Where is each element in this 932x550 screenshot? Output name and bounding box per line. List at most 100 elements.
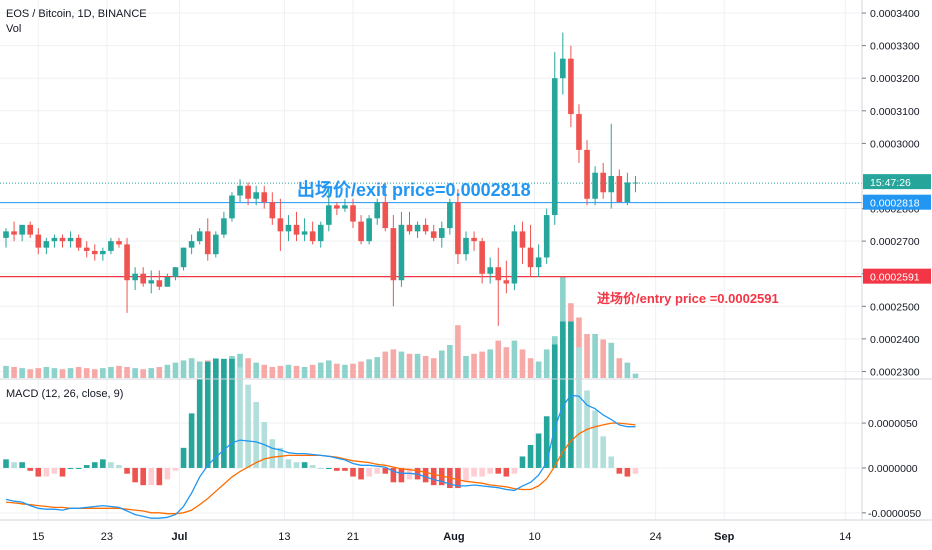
volume-bar [51,368,58,378]
volume-bar [277,365,284,378]
candle-body [342,205,348,209]
volume-bar [455,325,461,378]
macd-histogram-bar [148,467,155,486]
macd-histogram-bar [237,367,243,468]
candle-body [237,185,243,196]
macd-histogram-bar [358,467,364,480]
candle-body [463,237,469,255]
volume-bar [326,360,332,378]
volume-bar [592,334,598,378]
entry-price-tag: 0.0002591 [870,272,920,284]
volume-bar [422,356,429,378]
macd-histogram-bar [27,467,34,471]
candle-body [608,175,615,193]
candle-body [132,273,138,281]
candle-body [148,280,155,284]
macd-histogram-bar [213,358,219,468]
macd-pane [3,321,639,519]
volume-bar [438,350,445,378]
volume-bar [317,362,324,378]
price-tick-label: 0.0002500 [870,301,920,313]
candle-body [430,231,437,238]
candle-body [535,257,542,268]
candle-body [261,192,268,203]
volume-bar [463,356,469,378]
volume-bar [245,358,251,378]
entry-price-annotation: 进场价/entry price =0.0002591 [597,291,779,306]
price-tick-label: 0.0002300 [870,366,920,378]
macd-tick-label: -0.0000050 [868,508,921,520]
macd-line [5,394,636,519]
candle-body [196,231,203,242]
macd-histogram-bar [100,459,106,468]
candle-body [108,241,114,251]
volume-bar [608,342,615,378]
candle-body [495,267,502,281]
time-tick-label: Jul [172,531,188,543]
macd-histogram-bar [108,462,114,468]
volume-bar [632,373,639,378]
macd-histogram-bar [172,467,179,471]
macd-histogram-bar [180,447,187,468]
candle-body [527,247,534,268]
candle-body [51,237,58,242]
volume-bar [350,363,356,378]
candle-body [140,273,146,284]
candle-body [592,172,598,199]
candle-body [188,241,195,248]
macd-histogram-bar [309,465,316,468]
grid-lines [0,0,862,520]
volume-bar [301,367,308,378]
price-tick-label: 0.0002700 [870,236,920,248]
macd-histogram-bar [479,467,485,477]
macd-histogram-bar [91,462,98,468]
macd-histogram-bar [624,467,631,477]
time-tick-label: 24 [650,531,662,543]
candle-body [172,267,179,277]
macd-histogram-bar [204,361,211,468]
volume-bars [3,276,639,378]
candle-body [374,202,381,219]
volume-bar [543,349,550,378]
volume-bar [487,349,493,378]
candle-body [3,231,9,238]
volume-bar [261,364,268,378]
macd-histogram-bar [527,444,534,468]
macd-tick-label: 0.0000000 [868,463,918,475]
time-tick-label: 13 [278,531,290,543]
macd-histogram-bar [398,467,405,483]
macd-histogram-bar [11,462,17,468]
macd-histogram-bar [592,410,598,468]
candle-body [350,205,356,222]
macd-histogram-bar [164,467,171,480]
volume-bar [27,369,34,378]
candle-body [293,224,300,235]
macd-histogram-bar [503,467,510,477]
candle-body [204,231,211,255]
volume-bar [495,340,502,378]
time-tick-label: 23 [101,531,113,543]
candle-body [269,202,276,219]
macd-histogram-bar [67,467,74,469]
macd-histogram-bar [3,459,9,468]
volume-bar [156,367,163,378]
candle-body [301,231,308,235]
volume-bar [511,340,518,378]
macd-histogram-bar [535,433,542,468]
macd-histogram-bar [487,467,493,474]
candle-body [487,267,493,274]
macd-histogram-bar [495,467,502,474]
candle-body [180,247,187,268]
macd-histogram-bar [43,467,50,477]
macd-histogram-bar [350,467,356,477]
candle-body [576,114,582,150]
macd-histogram-bar [83,465,90,468]
volume-bar [108,367,114,378]
candle-body [447,202,453,229]
time-tick-label: 10 [528,531,540,543]
candle-body [366,218,372,242]
volume-bar [180,360,187,378]
volume-bar [616,358,623,378]
